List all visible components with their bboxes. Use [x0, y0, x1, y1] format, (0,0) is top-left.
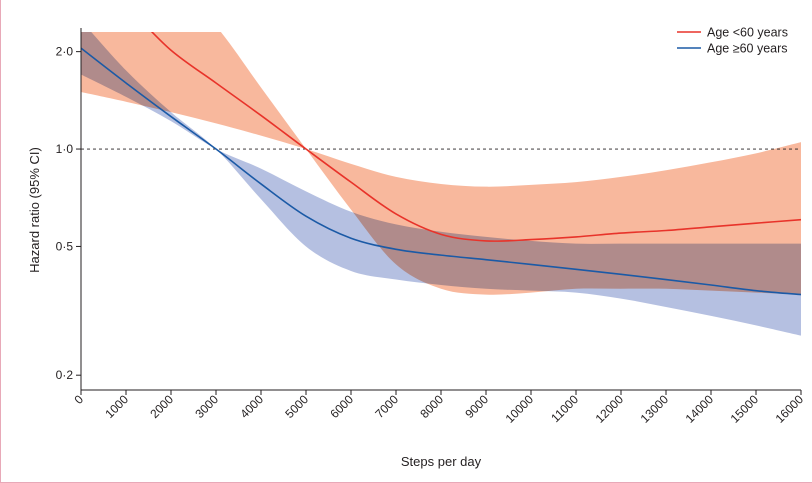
y-axis-title: Hazard ratio (95% CI) [27, 147, 42, 273]
x-tick-label: 3000 [192, 392, 221, 421]
series-line-1 [81, 47, 801, 296]
y-tick-label: 1·0 [56, 142, 74, 156]
x-tick-label: 9000 [462, 392, 491, 421]
x-tick-label: 10000 [503, 392, 537, 426]
x-tick-label: 0 [71, 392, 86, 407]
x-tick-label: 13000 [638, 392, 672, 426]
x-tick-label: 2000 [147, 392, 176, 421]
series-lines [81, 32, 801, 296]
y-tick-label: 0·2 [56, 368, 74, 382]
x-tick-label: 5000 [282, 392, 311, 421]
legend: Age <60 years Age ≥60 years [677, 26, 788, 56]
y-tick-label: 0·5 [56, 239, 74, 253]
x-tick-label: 14000 [683, 392, 717, 426]
y-tick-label: 2·0 [56, 45, 74, 59]
series-line-0 [150, 32, 801, 242]
x-tick-label: 1000 [102, 392, 131, 421]
x-tick-label: 7000 [372, 392, 401, 421]
x-tick-label: 4000 [237, 392, 266, 421]
legend-label-1: Age ≥60 years [707, 42, 788, 56]
x-tick-label: 8000 [417, 392, 446, 421]
x-tick-label: 15000 [728, 392, 762, 426]
ci-band-1 [81, 32, 801, 336]
x-tick-label: 11000 [548, 392, 581, 425]
ci-band-0 [81, 32, 801, 295]
confidence-bands [81, 32, 801, 336]
x-axis-title: Steps per day [401, 454, 482, 469]
x-tick-label: 16000 [773, 392, 807, 426]
x-tick-label: 6000 [327, 392, 356, 421]
x-tick-label: 12000 [593, 392, 627, 426]
legend-label-0: Age <60 years [707, 26, 788, 40]
